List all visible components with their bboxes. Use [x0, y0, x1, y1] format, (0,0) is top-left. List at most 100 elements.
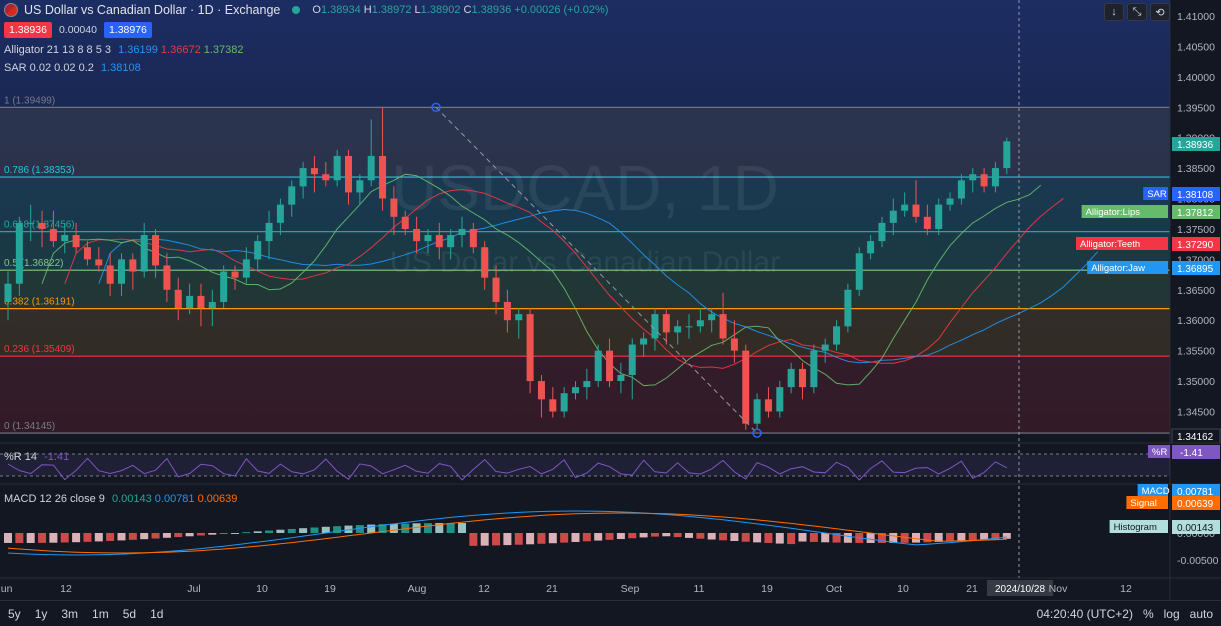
macd-histogram-bar [616, 533, 625, 540]
price-tag-value: 1.37812 [1177, 208, 1214, 219]
macd-histogram-bar [696, 533, 705, 539]
symbol-title[interactable]: US Dollar vs Canadian Dollar · 1D · Exch… [24, 3, 281, 17]
price-tag-label: Alligator:Teeth [1080, 239, 1140, 250]
alligator-label: Alligator 21 13 8 8 5 3 [4, 44, 112, 56]
macd-histogram-bar [265, 530, 274, 533]
candle-body [503, 301, 511, 321]
macd-histogram-bar [548, 533, 557, 544]
candle-body [526, 314, 534, 382]
range-5d[interactable]: 5d [122, 606, 137, 621]
time-axis-tick: 21 [966, 583, 978, 595]
fullscreen-icon[interactable]: ⤡ [1127, 3, 1147, 21]
time-axis-tick: 12 [478, 583, 490, 595]
candle-body [606, 350, 614, 382]
time-axis-tick: 10 [897, 583, 909, 595]
price-tag-value: 1.37290 [1177, 240, 1214, 251]
time-axis-tick: 19 [761, 583, 773, 595]
sar-value: 1.38108 [100, 62, 141, 74]
clock[interactable]: 04:20:40 (UTC+2) [1036, 606, 1133, 621]
percent-toggle[interactable]: % [1142, 606, 1154, 621]
sar-legend[interactable]: SAR 0.02 0.02 0.2 1.38108 [4, 62, 141, 74]
time-axis-tick: 21 [546, 583, 558, 595]
price-axis-tick: 1.38500 [1177, 163, 1215, 175]
macd-line [7, 510, 1007, 556]
range-1y[interactable]: 1y [34, 606, 48, 621]
macd-histogram-bar [378, 524, 387, 533]
macd-histogram-bar [117, 533, 126, 541]
candle-body [969, 174, 977, 181]
wr-tag-bg [1172, 445, 1220, 459]
buy-button[interactable]: 1.38976 [103, 22, 152, 38]
price-tag-value: 1.38936 [1177, 140, 1214, 151]
range-5y[interactable]: 5y [8, 606, 21, 621]
wr-tag-value: -1.41 [1180, 448, 1203, 459]
macd-histogram-bar [639, 533, 648, 538]
fib-level-label: 0 (1.34145) [4, 421, 55, 432]
sell-button[interactable]: 1.38936 [4, 22, 52, 38]
macd-histogram-bar [310, 527, 319, 533]
candle-body [537, 381, 545, 400]
time-axis-tick: Nov [1049, 583, 1068, 595]
macd-histogram-bar [877, 533, 886, 543]
range-3m[interactable]: 3m [61, 606, 79, 621]
macd-histogram-bar [957, 533, 966, 542]
price-tag-label: SAR [1147, 189, 1167, 200]
candle-body [833, 326, 841, 345]
macd-histogram-bar [605, 533, 614, 540]
candle-body [106, 265, 114, 284]
macd-histogram-bar [412, 523, 421, 533]
candle-body [878, 222, 886, 242]
candle-body [742, 350, 750, 424]
candle-body [447, 235, 455, 248]
macd-histogram-bar [49, 533, 58, 543]
range-1d[interactable]: 1d [150, 606, 164, 621]
macd-histogram-bar [287, 528, 296, 533]
ohlc-readout: O1.38934 H1.38972 L1.38902 C1.38936 +0.0… [312, 4, 608, 16]
macd-histogram-bar [242, 532, 251, 534]
candle-body [186, 295, 194, 309]
signal-line [7, 512, 1007, 554]
macd-legend[interactable]: MACD 12 26 close 9 0.00143 0.00781 0.006… [4, 493, 237, 505]
macd-histogram-bar [15, 533, 24, 543]
macd-histogram-bar [741, 533, 750, 542]
alligator-legend[interactable]: Alligator 21 13 8 8 5 3 1.36199 1.36672 … [4, 44, 244, 56]
macd-tag-label: Histogram [1114, 522, 1157, 533]
spread-value: 0.00040 [58, 24, 97, 36]
candle-body [322, 174, 330, 181]
macd-histogram-bar [367, 524, 376, 533]
price-tag-value: 1.38108 [1177, 190, 1214, 201]
macd-tag-bg [1172, 520, 1220, 534]
refresh-icon[interactable]: ⟲ [1150, 3, 1170, 21]
watermark-symbol: USDCAD, 1D [391, 152, 779, 224]
candle-body [549, 399, 557, 412]
price-tag-value: 1.34162 [1177, 432, 1214, 443]
alligator-teeth-value: 1.36672 [160, 44, 201, 56]
price-tag-bg [1172, 237, 1220, 251]
macd-histogram-bar [72, 533, 81, 543]
price-tag-bg [1172, 205, 1220, 219]
price-axis-tick: 1.36000 [1177, 315, 1215, 327]
price-axis-tick: 1.36500 [1177, 285, 1215, 297]
fib-anchor-low [752, 428, 762, 438]
macd-histogram-bar [832, 533, 841, 543]
macd-tag-value: 0.00639 [1177, 499, 1214, 510]
candle-body [152, 235, 160, 266]
log-toggle[interactable]: log [1163, 606, 1180, 621]
macd-histogram-bar [321, 526, 330, 533]
candle-body [231, 271, 239, 278]
download-icon[interactable]: ↓ [1104, 3, 1124, 21]
candle-body [220, 271, 228, 302]
candle-body [83, 247, 91, 260]
wr-legend[interactable]: %R 14 -1.41 [4, 451, 69, 463]
macd-histogram-bar [106, 533, 115, 541]
auto-toggle[interactable]: auto [1189, 606, 1213, 621]
macd-histogram-bar [821, 533, 830, 543]
candle-body [435, 235, 443, 248]
low-value: 1.38902 [420, 4, 461, 16]
chart-canvas[interactable]: 1 (1.39499)0.786 (1.38353)0.618 (1.37456… [0, 0, 1221, 600]
price-axis-tick: 1.35500 [1177, 346, 1215, 358]
candle-body [923, 216, 931, 229]
range-1m[interactable]: 1m [92, 606, 109, 621]
macd-tag-bg [1172, 496, 1220, 510]
fib-level-label: 0.5 (1.36822) [4, 258, 64, 269]
